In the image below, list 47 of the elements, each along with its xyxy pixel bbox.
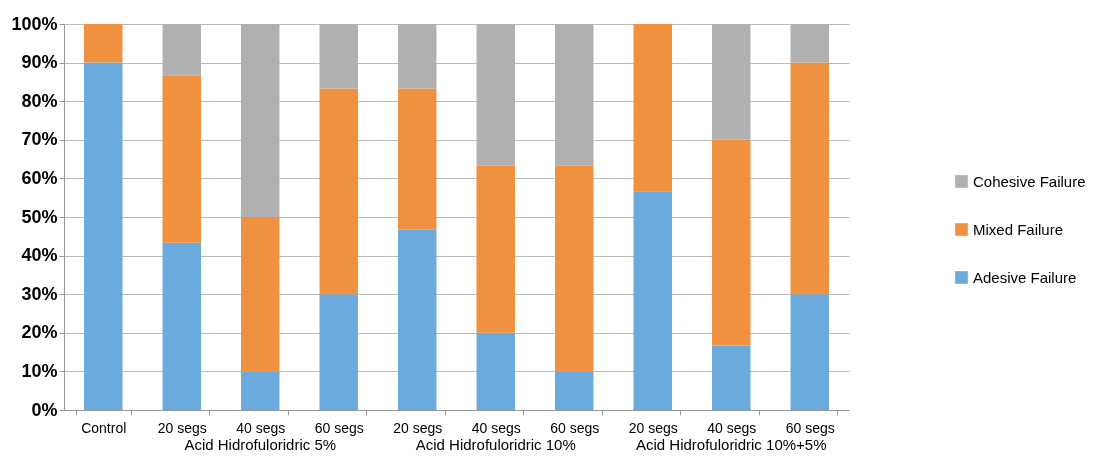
bar [162,242,201,410]
bar [241,217,280,372]
bar [84,24,123,63]
y-tick-label: 60% [21,167,58,188]
y-tick-label: 80% [21,90,58,111]
x-tick-label: Control [81,419,127,436]
legend-label: Cohesive Failure [973,172,1086,190]
y-tick-label: 50% [21,206,58,227]
x-tick-label: 20 segs [628,419,678,436]
bar [319,294,358,410]
legend-label: Mixed Failure [973,220,1064,238]
bar [398,88,437,230]
bar [162,75,201,243]
y-tick-label: 40% [21,245,58,266]
x-tick-label: 40 segs [471,419,521,436]
bar [476,165,515,333]
y-tick-label: 90% [21,52,58,73]
x-tick-label: 20 segs [157,419,207,436]
x-tick-label: 20 segs [393,419,443,436]
x-tick-label: 60 segs [314,419,364,436]
bar [84,62,123,410]
y-tick-label: 30% [21,283,58,304]
y-tick-label: 100% [11,13,58,34]
bar [555,165,594,372]
bar [790,294,829,410]
bar [241,371,280,410]
y-tick-label: 70% [21,129,58,150]
bar [476,332,515,410]
text: Acid Hidrofuloridric 5% [184,436,337,453]
bar [712,345,751,410]
bar [712,139,751,346]
bar [555,371,594,410]
legend-label: Adesive Failure [973,268,1077,286]
x-tick-label: 40 segs [707,419,757,436]
y-tick-label: 10% [21,360,58,381]
y-tick-label: 20% [21,322,58,343]
bar [633,191,672,410]
x-tick-label: 60 segs [550,419,600,436]
x-tick-label: 60 segs [785,419,835,436]
bar [398,229,437,410]
text: Acid Hidrofuloridric 10%+5% [635,436,827,453]
bar [319,88,358,295]
y-tick-label: 0% [31,399,58,420]
text: Acid Hidrofuloridric 10% [415,436,576,453]
bar [790,62,829,295]
bar [633,24,672,192]
x-tick-label: 40 segs [236,419,286,436]
